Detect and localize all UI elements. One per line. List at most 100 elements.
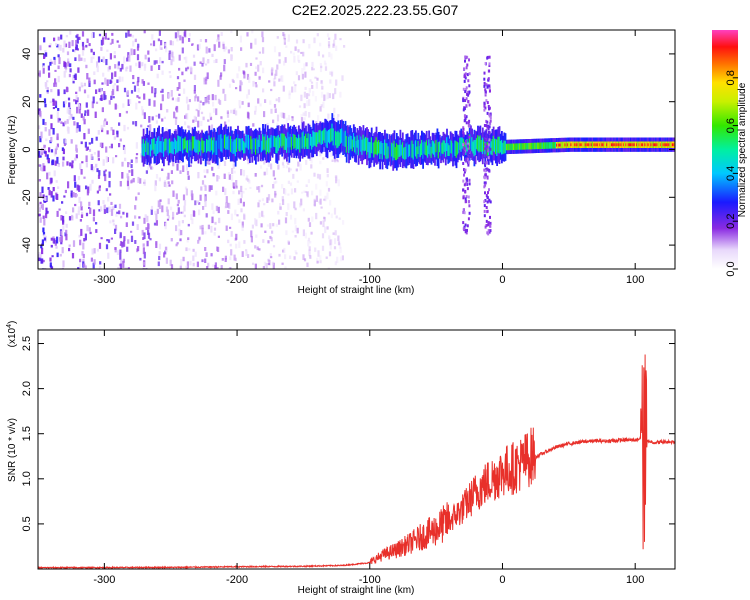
- noise-cell: [50, 123, 53, 130]
- band-peak-cell: [599, 143, 601, 147]
- streak-cell: [463, 106, 466, 110]
- noise-cell: [178, 67, 181, 71]
- noise-cell: [245, 62, 248, 68]
- noise-cell: [38, 164, 41, 167]
- band-core-cell: [325, 129, 328, 147]
- noise-cell: [80, 82, 83, 88]
- noise-cell: [155, 241, 158, 248]
- noise-cell: [238, 219, 241, 223]
- noise-cell: [88, 148, 92, 152]
- band-peak-cell: [650, 143, 653, 147]
- band-core-cell: [366, 137, 368, 155]
- noise-cell: [176, 203, 179, 207]
- noise-cell: [287, 180, 290, 184]
- band-core-cell: [232, 141, 235, 154]
- noise-cell: [54, 160, 57, 166]
- band-core-cell: [450, 140, 453, 154]
- noise-cell: [58, 57, 61, 65]
- noise-cell: [50, 244, 53, 248]
- noise-cell: [303, 103, 306, 109]
- band-core-cell: [296, 138, 299, 150]
- noise-cell: [254, 105, 257, 112]
- band-core-cell: [154, 143, 157, 156]
- noise-cell: [186, 261, 189, 268]
- noise-cell: [116, 85, 119, 92]
- noise-cell: [43, 151, 47, 154]
- band-core-cell: [203, 140, 206, 152]
- noise-cell: [104, 32, 107, 40]
- noise-cell: [327, 187, 331, 192]
- streak-cell: [462, 179, 465, 183]
- noise-cell: [313, 198, 316, 206]
- band-peak-cell: [575, 143, 577, 147]
- band-core-cell: [637, 141, 639, 148]
- noise-cell: [78, 197, 81, 203]
- streak-cell: [462, 208, 465, 212]
- noise-cell: [227, 210, 230, 214]
- noise-cell: [94, 111, 97, 118]
- band-core-cell: [661, 141, 663, 148]
- noise-cell: [285, 230, 288, 236]
- streak-cell: [465, 104, 468, 108]
- noise-cell: [199, 39, 202, 42]
- noise-cell: [198, 43, 201, 49]
- streak-cell: [488, 169, 491, 173]
- band-core-cell: [293, 134, 295, 149]
- streak-cell: [468, 72, 471, 76]
- band-peak-cell: [632, 143, 635, 147]
- streak-cell: [484, 106, 487, 110]
- noise-cell: [104, 95, 107, 100]
- noise-cell: [126, 173, 129, 179]
- noise-cell: [303, 63, 306, 71]
- noise-cell: [71, 160, 74, 164]
- streak-cell: [463, 211, 466, 215]
- band-core-cell: [421, 139, 423, 156]
- noise-cell: [185, 113, 188, 119]
- band-core-cell: [160, 141, 163, 153]
- noise-cell: [214, 262, 217, 269]
- snr-panel: -300 -200 -100 0 100 0.51.01.52.02.5 Height …: [6, 321, 676, 596]
- noise-cell: [155, 114, 158, 118]
- band-core-cell: [523, 143, 526, 150]
- streak-cell: [462, 210, 465, 214]
- y-tick-label: 1.0: [21, 471, 33, 486]
- noise-cell: [299, 202, 302, 206]
- noise-cell: [194, 251, 197, 257]
- noise-cell: [154, 180, 157, 186]
- noise-cell: [64, 139, 67, 144]
- streak-cell: [468, 178, 471, 182]
- band-core-cell: [417, 140, 420, 155]
- band-core-cell: [324, 127, 327, 143]
- noise-cell: [275, 223, 278, 227]
- band-core-cell: [330, 128, 332, 143]
- noise-cell: [293, 55, 296, 63]
- noise-cell: [118, 44, 121, 48]
- noise-cell: [216, 246, 219, 252]
- noise-cell: [198, 202, 201, 205]
- noise-cell: [152, 40, 156, 47]
- noise-cell: [57, 89, 60, 96]
- noise-cell: [60, 34, 63, 40]
- noise-cell: [218, 41, 221, 48]
- band-core-cell: [313, 131, 316, 146]
- noise-cell: [316, 77, 319, 81]
- noise-cell: [238, 190, 241, 195]
- noise-cell: [179, 35, 182, 41]
- noise-cell: [47, 65, 50, 71]
- noise-cell: [87, 109, 90, 116]
- noise-cell: [154, 132, 157, 136]
- noise-cell: [83, 263, 86, 268]
- noise-cell: [329, 79, 332, 84]
- streak-cell: [485, 224, 488, 227]
- noise-cell: [271, 67, 274, 71]
- noise-cell: [307, 217, 310, 222]
- noise-cell: [164, 246, 168, 251]
- noise-cell: [227, 239, 230, 244]
- noise-cell: [156, 208, 159, 214]
- noise-cell: [288, 92, 291, 96]
- noise-cell: [204, 247, 207, 251]
- band-core-cell: [152, 138, 155, 150]
- noise-cell: [297, 161, 300, 167]
- noise-cell: [63, 71, 66, 78]
- streak-cell: [466, 55, 469, 59]
